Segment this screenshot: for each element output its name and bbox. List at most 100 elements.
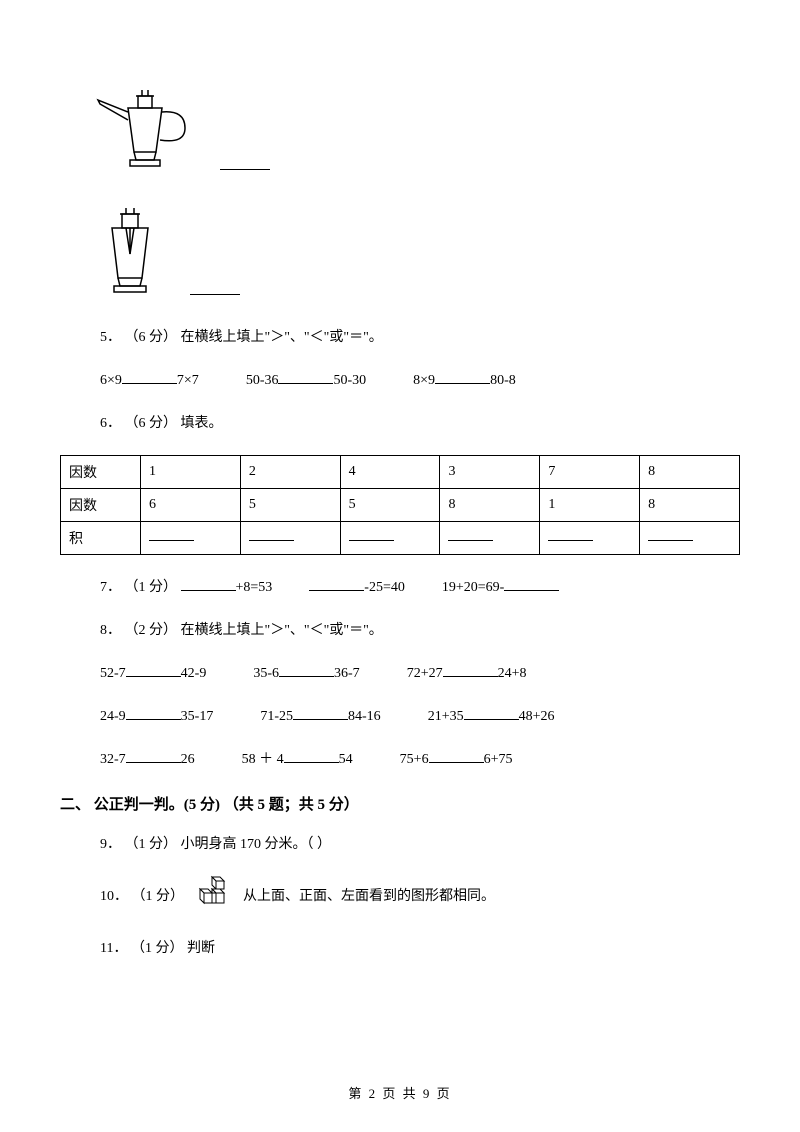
cell[interactable] bbox=[440, 521, 540, 554]
answer-blank[interactable] bbox=[443, 663, 498, 677]
answer-blank[interactable] bbox=[181, 577, 236, 591]
answer-blank[interactable] bbox=[504, 577, 559, 591]
q-points: （6 分） bbox=[125, 330, 178, 345]
cell: 5 bbox=[340, 488, 440, 521]
factor-table: 因数 1 2 4 3 7 8 因数 6 5 5 8 1 8 积 bbox=[60, 455, 740, 555]
answer-blank[interactable] bbox=[190, 281, 240, 295]
question-9: 9． （1 分） 小明身高 170 分米。（ ） bbox=[100, 832, 740, 857]
q-text: 判断 bbox=[187, 941, 215, 956]
cell[interactable] bbox=[141, 521, 241, 554]
expr: 84-16 bbox=[348, 709, 381, 724]
cell: 4 bbox=[340, 455, 440, 488]
table-row: 积 bbox=[61, 521, 740, 554]
cell: 8 bbox=[440, 488, 540, 521]
cell: 1 bbox=[540, 488, 640, 521]
q-points: （1 分） bbox=[125, 837, 178, 852]
cell[interactable] bbox=[340, 521, 440, 554]
question-6: 6． （6 分） 填表。 bbox=[100, 411, 740, 436]
answer-blank[interactable] bbox=[284, 749, 339, 763]
teapot-side-figure bbox=[90, 80, 740, 170]
q-points: （1 分） bbox=[125, 580, 178, 595]
q8-row: 52-7 42-9 35-6 36-7 72+27 24+8 bbox=[100, 661, 740, 686]
q-text: 在横线上填上"＞"、"＜"或"＝"。 bbox=[181, 330, 383, 345]
answer-blank[interactable] bbox=[126, 749, 181, 763]
expr: 75+6 bbox=[400, 752, 429, 767]
expr: 19+20=69- bbox=[442, 580, 504, 595]
answer-blank[interactable] bbox=[279, 663, 334, 677]
q-points: （1 分） bbox=[131, 941, 184, 956]
answer-blank[interactable] bbox=[126, 706, 181, 720]
answer-blank[interactable] bbox=[122, 370, 177, 384]
q-points: （2 分） bbox=[125, 623, 178, 638]
expr: 42-9 bbox=[181, 666, 207, 681]
cell: 7 bbox=[540, 455, 640, 488]
q-text: 小明身高 170 分米。（ ） bbox=[181, 837, 332, 852]
q-number: 10． bbox=[100, 889, 128, 904]
q-text: 从上面、正面、左面看到的图形都相同。 bbox=[243, 889, 495, 904]
answer-blank[interactable] bbox=[309, 577, 364, 591]
expr: 50-36 bbox=[246, 373, 279, 388]
table-row: 因数 6 5 5 8 1 8 bbox=[61, 488, 740, 521]
cell: 1 bbox=[141, 455, 241, 488]
expr: 24-9 bbox=[100, 709, 126, 724]
expr: 35-6 bbox=[253, 666, 279, 681]
teapot-front-icon bbox=[90, 200, 170, 295]
q-number: 5． bbox=[100, 330, 121, 345]
expr: 32-7 bbox=[100, 752, 126, 767]
question-10: 10． （1 分） bbox=[100, 875, 740, 918]
question-11: 11． （1 分） 判断 bbox=[100, 936, 740, 961]
row-label: 积 bbox=[61, 521, 141, 554]
expr: 48+26 bbox=[519, 709, 555, 724]
expr: 35-17 bbox=[181, 709, 214, 724]
table-row: 因数 1 2 4 3 7 8 bbox=[61, 455, 740, 488]
cell: 3 bbox=[440, 455, 540, 488]
cell: 2 bbox=[240, 455, 340, 488]
q8-row: 24-935-17 71-2584-16 21+3548+26 bbox=[100, 704, 740, 729]
cell[interactable] bbox=[640, 521, 740, 554]
cell: 8 bbox=[640, 488, 740, 521]
q-points: （6 分） bbox=[125, 416, 178, 431]
row-label: 因数 bbox=[61, 488, 141, 521]
cell[interactable] bbox=[540, 521, 640, 554]
q-number: 8． bbox=[100, 623, 121, 638]
expr: 8×9 bbox=[413, 373, 435, 388]
q5-items: 6×97×7 50-3650-30 8×980-8 bbox=[100, 368, 740, 393]
expr: -25=40 bbox=[364, 580, 405, 595]
cell[interactable] bbox=[240, 521, 340, 554]
expr: 7×7 bbox=[177, 373, 199, 388]
expr: 21+35 bbox=[428, 709, 464, 724]
q-number: 9． bbox=[100, 837, 121, 852]
answer-blank[interactable] bbox=[435, 370, 490, 384]
expr: 54 bbox=[339, 752, 353, 767]
answer-blank[interactable] bbox=[429, 749, 484, 763]
expr: 6×9 bbox=[100, 373, 122, 388]
expr: 80-8 bbox=[490, 373, 516, 388]
section-2-heading: 二、 公正判一判。(5 分) （共 5 题；共 5 分） bbox=[60, 793, 740, 814]
question-5: 5． （6 分） 在横线上填上"＞"、"＜"或"＝"。 bbox=[100, 325, 740, 350]
answer-blank[interactable] bbox=[293, 706, 348, 720]
cell: 6 bbox=[141, 488, 241, 521]
answer-blank[interactable] bbox=[278, 370, 333, 384]
answer-blank[interactable] bbox=[126, 663, 181, 677]
cubes-icon bbox=[194, 875, 234, 918]
page-footer: 第 2 页 共 9 页 bbox=[0, 1083, 800, 1102]
cell: 8 bbox=[640, 455, 740, 488]
answer-blank[interactable] bbox=[220, 156, 270, 170]
teapot-side-icon bbox=[90, 80, 200, 170]
expr: 72+27 bbox=[407, 666, 443, 681]
expr: 24+8 bbox=[498, 666, 527, 681]
expr: 52-7 bbox=[100, 666, 126, 681]
q-text: 在横线上填上"＞"、"＜"或"＝"。 bbox=[181, 623, 383, 638]
q-number: 11． bbox=[100, 941, 127, 956]
expr: 36-7 bbox=[334, 666, 360, 681]
question-7: 7． （1 分） +8=53 -25=40 19+20=69- bbox=[100, 575, 740, 600]
q8-row: 32-726 58 ＋ 454 75+66+75 bbox=[100, 747, 740, 772]
q-number: 6． bbox=[100, 416, 121, 431]
q-points: （1 分） bbox=[132, 889, 185, 904]
answer-blank[interactable] bbox=[464, 706, 519, 720]
expr: 6+75 bbox=[484, 752, 513, 767]
expr: +8=53 bbox=[236, 580, 273, 595]
row-label: 因数 bbox=[61, 455, 141, 488]
q-number: 7． bbox=[100, 580, 121, 595]
question-8: 8． （2 分） 在横线上填上"＞"、"＜"或"＝"。 bbox=[100, 618, 740, 643]
